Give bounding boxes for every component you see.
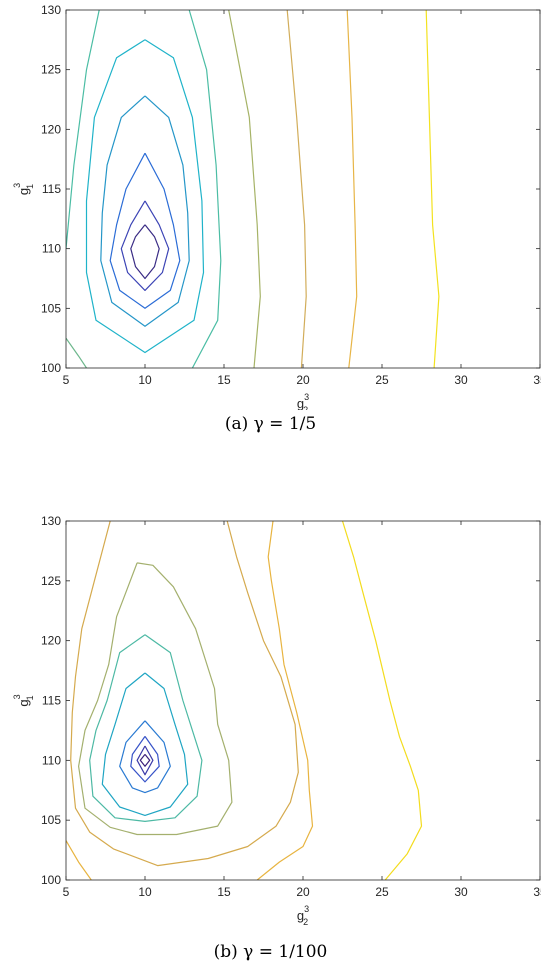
x-tick-label: 10 xyxy=(138,373,152,387)
caption-b: (b) γ = 1/100 xyxy=(213,942,328,962)
x-tick-label: 35 xyxy=(533,373,541,387)
contour-line-6 xyxy=(66,10,100,249)
contour-line-3 xyxy=(130,736,160,783)
x-tick-label: 15 xyxy=(217,885,231,899)
y-tick-label: 125 xyxy=(41,63,61,77)
x-tick-label: 5 xyxy=(63,885,70,899)
contour-line-11 xyxy=(346,10,358,368)
contour-plot-a: 5 10 15 20 25 30 35 100 105 110 115 120 125 130 g32 g31 xyxy=(12,3,541,410)
contour-line-8 xyxy=(66,337,87,368)
y-axis-label: g3 1 xyxy=(12,183,35,195)
contour-line-4 xyxy=(119,720,171,794)
x-tick-label: 35 xyxy=(533,885,541,899)
contour-lines xyxy=(66,521,423,880)
y-tick-label: 105 xyxy=(41,813,61,827)
x-axis-label: g3 2 xyxy=(297,392,309,410)
contour-line-2 xyxy=(120,200,170,291)
contour-lines xyxy=(66,10,440,368)
contour-line-12 xyxy=(425,10,440,368)
contour-line-10 xyxy=(256,521,314,880)
y-tick-label: 120 xyxy=(41,122,61,136)
x-tick-label: 10 xyxy=(138,885,152,899)
contour-line-3 xyxy=(109,152,181,309)
contour-line-6 xyxy=(89,634,203,822)
chart-panel-a: 5 10 15 20 25 30 35 100 105 110 115 120 125 130 g32 g31… xyxy=(0,0,541,470)
y-tick-label: 130 xyxy=(41,514,61,528)
contour-line-7 xyxy=(188,10,222,368)
y-tick-label: 105 xyxy=(41,301,61,315)
contour-line-8 xyxy=(70,521,299,867)
contour-line-1 xyxy=(130,224,160,280)
contour-line-9 xyxy=(228,10,261,368)
contour-line-7 xyxy=(78,562,233,836)
x-tick-label: 30 xyxy=(454,885,468,899)
x-tick-label: 5 xyxy=(63,373,70,387)
x-tick-label: 25 xyxy=(375,373,389,387)
caption-a: (a) γ = 1/5 xyxy=(224,414,317,434)
contour-line-11 xyxy=(341,521,423,880)
plot-frame xyxy=(65,520,541,881)
contour-line-2 xyxy=(136,745,154,776)
y-tick-label: 120 xyxy=(41,634,61,648)
y-tick-label: 125 xyxy=(41,574,61,588)
contour-line-4 xyxy=(100,95,190,327)
x-axis-label: g3 2 xyxy=(297,904,309,927)
x-tick-label: 30 xyxy=(454,373,468,387)
y-axis-label: g3 1 xyxy=(12,694,35,706)
contour-line-1 xyxy=(139,754,151,767)
chart-panel-b: 5 10 15 20 25 30 35 100 105 110 115 120 125 130 g32 g31… xyxy=(0,505,541,971)
x-tick-label: 20 xyxy=(296,373,310,387)
y-tick-label: 115 xyxy=(42,694,61,708)
contour-line-10 xyxy=(286,10,307,368)
x-tick-label: 15 xyxy=(217,373,231,387)
y-tick-label: 115 xyxy=(42,182,61,196)
y-tick-label: 130 xyxy=(41,3,61,17)
y-tick-label: 100 xyxy=(41,361,61,375)
y-tick-label: 110 xyxy=(42,753,61,767)
plot-frame xyxy=(65,9,541,369)
contour-line-5 xyxy=(85,39,205,354)
x-tick-label: 25 xyxy=(375,885,389,899)
contour-line-9 xyxy=(66,840,92,880)
y-tick-label: 100 xyxy=(41,873,61,887)
contour-plot-b: 5 10 15 20 25 30 35 100 105 110 115 120 125 130 g32 g31 xyxy=(12,514,541,927)
x-tick-label: 20 xyxy=(296,885,310,899)
contour-line-5 xyxy=(101,672,189,816)
y-tick-label: 110 xyxy=(42,242,61,256)
